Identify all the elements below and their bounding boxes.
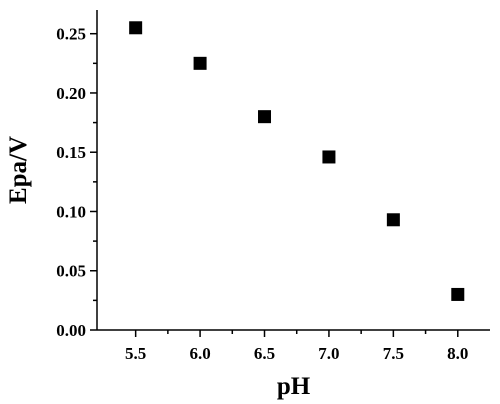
x-tick-label: 6.5 [254, 344, 275, 363]
x-tick-label: 7.0 [318, 344, 339, 363]
x-axis-label: pH [277, 373, 311, 400]
data-point [258, 110, 272, 124]
y-tick-label: 0.20 [56, 84, 86, 103]
y-tick-label: 0.25 [56, 25, 86, 44]
y-axis-label: Epa/V [5, 136, 32, 204]
data-points [129, 21, 465, 301]
data-point [129, 21, 143, 35]
x-tick-label: 5.5 [125, 344, 146, 363]
y-tick-label: 0.10 [56, 202, 86, 221]
x-tick-label: 7.5 [383, 344, 404, 363]
y-tick-label: 0.15 [56, 143, 86, 162]
y-tick-label: 0.05 [56, 262, 86, 281]
data-point [193, 56, 207, 70]
data-point [386, 213, 400, 227]
x-tick-label: 8.0 [447, 344, 468, 363]
x-tick-label: 6.0 [189, 344, 210, 363]
data-point [451, 287, 465, 301]
data-point [322, 150, 336, 164]
axes [96, 10, 490, 331]
ticks: 5.5 6.0 6.5 7.0 7.5 8.0 0.00 0.05 0.10 0.15 0.20 0.… [56, 25, 468, 363]
y-tick-label: 0.00 [56, 321, 86, 340]
